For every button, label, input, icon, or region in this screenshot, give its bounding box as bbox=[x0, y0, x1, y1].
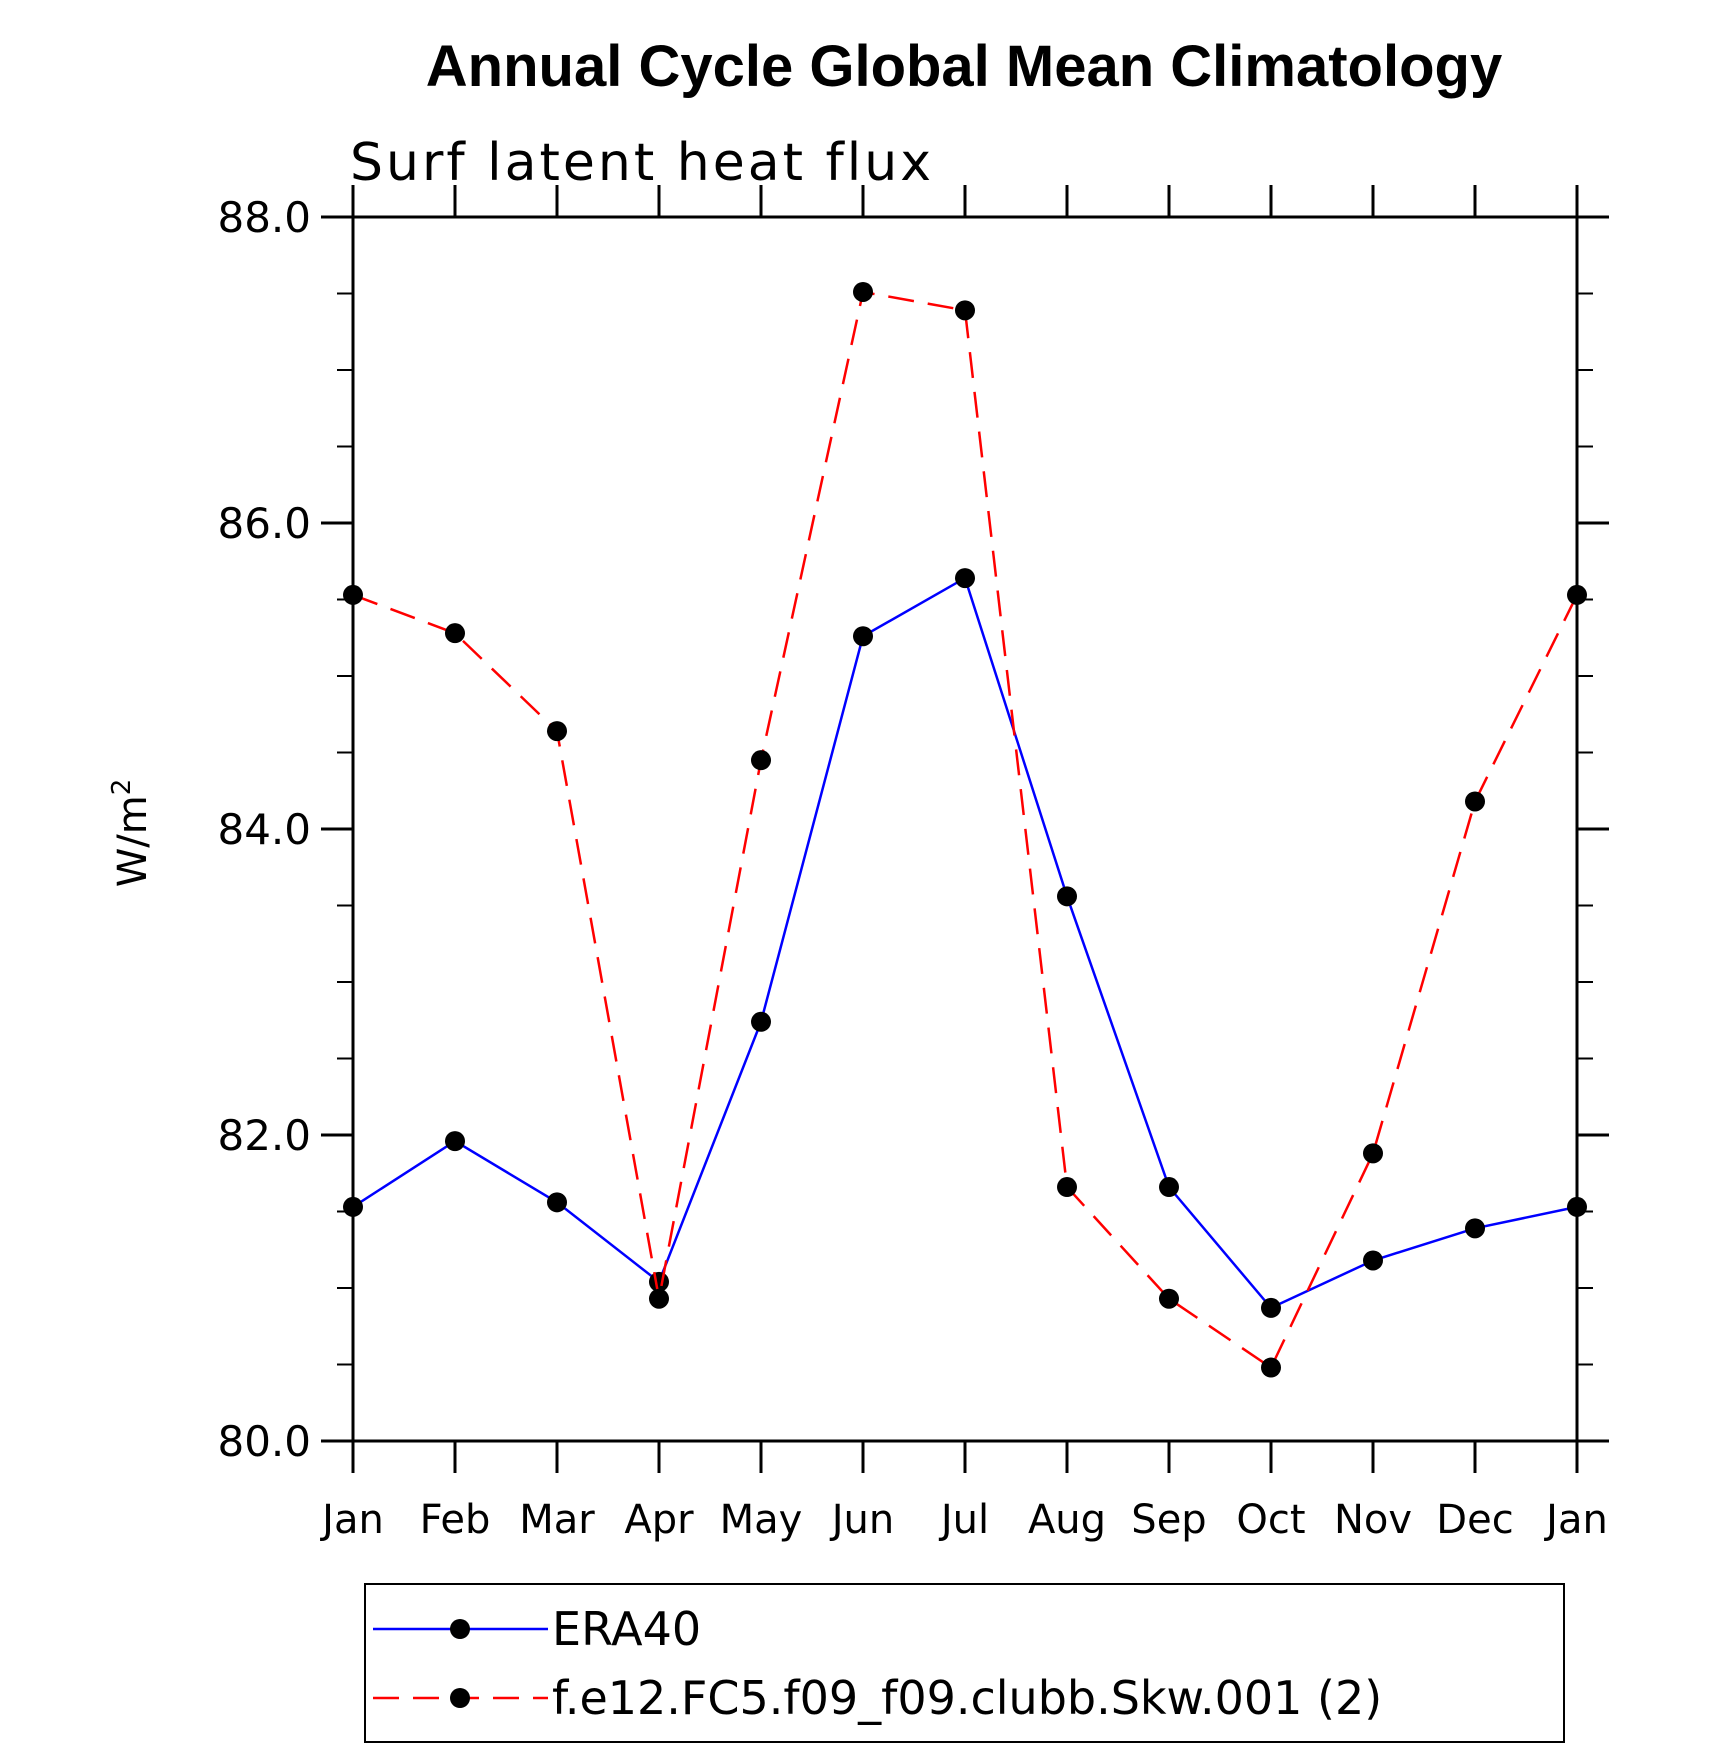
data-point bbox=[955, 300, 975, 321]
legend: ERA40 f.e12.FC5.f09_f09.clubb.Skw.001 (2) bbox=[364, 1583, 1565, 1743]
data-point bbox=[445, 623, 465, 644]
data-point bbox=[955, 568, 975, 589]
x-tick-label: Jan bbox=[319, 1497, 384, 1543]
data-point bbox=[1567, 1196, 1587, 1217]
legend-label: f.e12.FC5.f09_f09.clubb.Skw.001 (2) bbox=[552, 1671, 1382, 1725]
data-point bbox=[1567, 584, 1587, 605]
data-point bbox=[649, 1288, 669, 1309]
series-model bbox=[343, 281, 1587, 1378]
legend-label: ERA40 bbox=[552, 1602, 701, 1656]
x-tick-label: Nov bbox=[1334, 1497, 1412, 1543]
y-tick-label: 88.0 bbox=[217, 193, 311, 242]
y-tick-label: 82.0 bbox=[217, 1111, 311, 1160]
data-point bbox=[1159, 1288, 1179, 1309]
chart-title: Annual Cycle Global Mean Climatology bbox=[426, 34, 1502, 99]
y-tick-label: 86.0 bbox=[217, 499, 311, 548]
data-point bbox=[445, 1131, 465, 1152]
x-tick-label: Jul bbox=[938, 1497, 989, 1543]
x-tick-label: Dec bbox=[1436, 1497, 1513, 1543]
x-tick-label: Sep bbox=[1131, 1497, 1206, 1543]
chart-subtitle: Surf latent heat flux bbox=[350, 133, 934, 193]
data-point bbox=[1465, 1218, 1485, 1239]
x-tick-label: Apr bbox=[624, 1497, 694, 1543]
x-tick-label: Mar bbox=[519, 1497, 595, 1543]
data-point bbox=[1363, 1250, 1383, 1271]
y-tick-label: 80.0 bbox=[217, 1417, 311, 1466]
data-point bbox=[343, 1196, 363, 1217]
data-point bbox=[1261, 1357, 1281, 1378]
x-tick-label: May bbox=[720, 1497, 803, 1543]
legend-swatch-marker bbox=[450, 1619, 470, 1639]
x-tick-label: Jun bbox=[829, 1497, 895, 1543]
y-axis-label: W/m2 bbox=[107, 779, 156, 888]
data-point bbox=[751, 750, 771, 771]
data-point bbox=[1057, 886, 1077, 907]
data-point bbox=[547, 721, 567, 742]
data-point bbox=[1057, 1177, 1077, 1198]
x-tick-label: Aug bbox=[1028, 1497, 1106, 1543]
legend-swatch-marker bbox=[450, 1688, 470, 1708]
x-tick-label: Feb bbox=[420, 1497, 491, 1543]
data-point bbox=[1159, 1177, 1179, 1198]
y-tick-label: 84.0 bbox=[217, 805, 311, 854]
x-tick-label: Jan bbox=[1543, 1497, 1608, 1543]
plot-frame bbox=[351, 215, 1579, 1443]
x-tick-label: Oct bbox=[1236, 1497, 1305, 1543]
data-point bbox=[1261, 1297, 1281, 1318]
y-axis-label-text: W/m bbox=[110, 795, 156, 887]
y-axis-label-superscript: 2 bbox=[107, 779, 137, 796]
series-line bbox=[352, 576, 1578, 1310]
data-point bbox=[1363, 1143, 1383, 1164]
data-point bbox=[343, 584, 363, 605]
series-era40 bbox=[343, 568, 1587, 1318]
series-line bbox=[352, 290, 1579, 1370]
series-layer bbox=[343, 281, 1587, 1378]
legend-box bbox=[364, 1583, 1565, 1743]
data-point bbox=[751, 1011, 771, 1032]
data-point bbox=[547, 1192, 567, 1213]
data-point bbox=[853, 281, 873, 302]
data-point bbox=[853, 626, 873, 647]
data-point bbox=[1465, 791, 1485, 812]
plot-axes: Jan Feb Mar Apr May Jun Jul Aug Sep Oct Nov Dec Jan8… bbox=[217, 185, 1609, 1543]
